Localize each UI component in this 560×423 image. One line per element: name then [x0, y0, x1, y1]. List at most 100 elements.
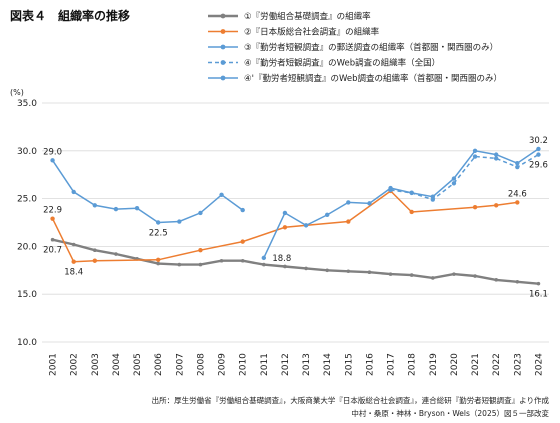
legend-marker: [220, 29, 226, 34]
data-point: [515, 164, 520, 170]
data-label: 20.7: [43, 246, 62, 256]
source-line-2: 中村・桑原・神林・Bryson・Wels（2025）図５一部改変: [351, 408, 549, 418]
legend-entry-5: ④'『勤労者短観調査』のWeb調査の組織率（首都圏・関西圏のみ）: [208, 73, 502, 84]
data-point: [156, 261, 160, 266]
y-unit-label: (%): [10, 88, 24, 97]
data-point: [431, 276, 435, 280]
data-point: [283, 264, 287, 269]
data-point: [324, 212, 330, 218]
data-label: 24.6: [508, 189, 527, 199]
x-tick-label: 2008: [196, 353, 206, 376]
legend-label: ④『勤労者短観調査』のWeb調査の組織率（全国）: [244, 58, 440, 69]
legend-label: ①『労働組合基礎調査』の組織率: [244, 11, 371, 22]
data-point: [346, 219, 351, 224]
data-point: [303, 223, 309, 228]
data-point: [219, 192, 224, 197]
x-tick-label: 2016: [365, 353, 375, 376]
data-point: [240, 239, 245, 244]
data-point: [113, 206, 119, 212]
data-point: [472, 148, 478, 153]
x-tick-label: 2022: [492, 353, 502, 376]
x-tick-label: 2001: [49, 353, 59, 376]
data-point: [493, 152, 499, 157]
data-point: [472, 154, 478, 159]
data-point: [240, 207, 245, 213]
series-line: [51, 159, 244, 224]
y-tick-label: 15.0: [17, 290, 37, 300]
data-point: [262, 262, 266, 267]
data-point: [282, 210, 288, 216]
data-point: [134, 205, 140, 211]
data-point: [409, 209, 414, 215]
data-point: [93, 248, 97, 253]
data-label: 29.6: [529, 161, 548, 171]
data-label: 22.5: [149, 229, 168, 239]
data-point: [346, 269, 351, 274]
data-label: 30.2: [529, 136, 548, 146]
chart-title: 図表４ 組織率の推移: [10, 8, 130, 23]
data-point: [155, 220, 161, 225]
series-lines: [50, 146, 541, 286]
data-point: [493, 156, 499, 161]
data-point: [240, 258, 245, 263]
data-point: [409, 190, 414, 196]
data-label: 18.8: [272, 254, 291, 264]
x-tick-label: 2019: [429, 353, 439, 376]
data-label: 18.4: [64, 268, 83, 278]
x-tick-label: 2005: [133, 353, 143, 376]
data-point: [367, 201, 372, 206]
data-point: [346, 200, 351, 205]
data-point: [536, 281, 541, 286]
data-point: [92, 258, 98, 263]
legend: ①『労働組合基礎調査』の組織率 ②『日本版総合社会調査』の組織率 ③『勤労者短観調査…: [208, 11, 502, 84]
legend-marker: [220, 44, 226, 50]
data-point: [304, 266, 308, 271]
x-tick-label: 2018: [408, 353, 418, 376]
data-point: [515, 161, 520, 166]
x-axis-ticks: 2001 2002 2003 2004 2005 2006 2007 2008 2009 2010…: [49, 353, 545, 376]
series-1: [50, 237, 541, 286]
data-point: [198, 248, 203, 253]
data-point: [388, 185, 393, 191]
legend-marker: [220, 13, 226, 19]
data-point: [50, 158, 55, 163]
legend-entry-2: ②『日本版総合社会調査』の組織率: [208, 27, 380, 38]
data-label: 16.1: [529, 290, 548, 300]
data-point: [261, 255, 267, 261]
series-2: [50, 188, 520, 264]
data-point: [536, 146, 541, 152]
x-tick-label: 2020: [450, 353, 460, 376]
data-point: [494, 278, 498, 282]
x-tick-label: 2013: [302, 353, 312, 376]
x-tick-label: 2015: [344, 353, 354, 376]
data-point: [536, 152, 541, 157]
data-point: [409, 273, 414, 277]
x-tick-label: 2011: [260, 353, 270, 376]
y-tick-label: 20.0: [17, 242, 37, 252]
gridlines: [42, 102, 549, 343]
data-point: [219, 258, 224, 263]
series-5: [261, 146, 541, 261]
series-line: [52, 238, 539, 285]
legend-entry-1: ①『労働組合基礎調査』の組織率: [208, 11, 371, 22]
x-tick-label: 2021: [471, 353, 481, 376]
data-label: 29.0: [43, 147, 62, 157]
data-point: [451, 176, 457, 181]
data-point: [493, 203, 499, 208]
x-tick-label: 2007: [175, 353, 185, 376]
data-point: [515, 279, 520, 284]
data-point: [50, 237, 55, 242]
series-line: [263, 148, 539, 259]
x-tick-label: 2006: [154, 353, 164, 376]
data-point: [367, 270, 372, 275]
data-point: [515, 200, 520, 205]
data-point: [177, 262, 182, 267]
source-line-1: 出所：厚生労働省『労働組合基礎調査』，大阪商業大学『日本版総合社会調査』，連合総…: [152, 395, 550, 405]
y-tick-label: 30.0: [17, 147, 37, 157]
x-tick-label: 2010: [239, 353, 249, 376]
data-point: [452, 272, 456, 276]
data-point: [50, 216, 55, 221]
x-tick-label: 2009: [218, 353, 228, 376]
data-point: [472, 205, 478, 210]
